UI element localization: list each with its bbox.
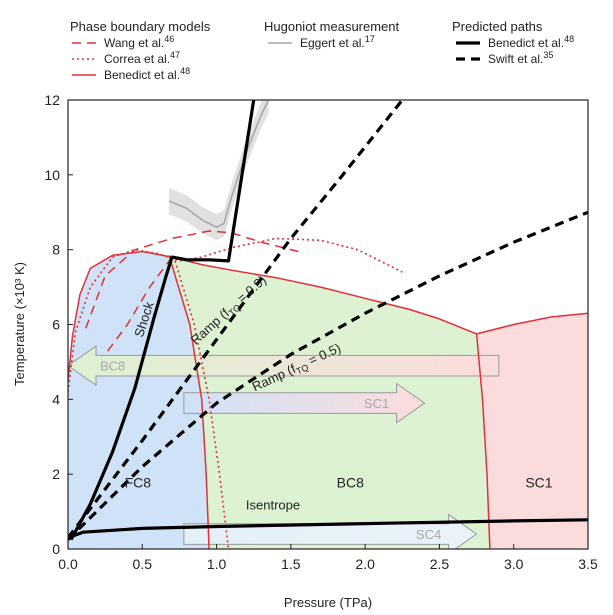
y-tick-label-3: 6: [52, 317, 60, 333]
boundary-benedict-bc8-sc1: [475, 333, 491, 549]
legend-title-phase-boundaries: Phase boundary models: [70, 19, 211, 34]
boundary-wang-fc8-bc8: [104, 256, 173, 355]
x-tick-label-3: 1.5: [281, 556, 301, 572]
legend-label-hugoniot-0: Eggert et al.17: [300, 34, 375, 50]
x-tick-label-6: 3.0: [504, 556, 524, 572]
legend-ref-phase-2: 48: [180, 66, 190, 76]
legend-ref-paths-1: 35: [543, 50, 553, 60]
legend-ref-hugoniot-0: 17: [365, 34, 375, 44]
boundary-benedict-melt: [68, 250, 588, 381]
x-tick-label-1: 0.5: [133, 556, 153, 572]
x-tick-label-0: 0.0: [58, 556, 78, 572]
x-tick-label-5: 2.5: [430, 556, 450, 572]
y-tick-label-2: 4: [52, 391, 60, 407]
arrow-bc8: [68, 345, 500, 387]
legend-label-paths-0: Benedict et al.48: [488, 34, 574, 50]
boundary-benedict-fc8-bc8: [168, 255, 210, 549]
hugoniot-band: [169, 100, 269, 241]
legend-ref-paths-0: 48: [564, 34, 574, 44]
x-axis-title: Pressure (TPa): [284, 595, 372, 610]
phase-arrows: BC8 SC1 SC4: [68, 345, 500, 549]
hugoniot-layer: [168, 100, 270, 241]
legend-ref-phase-1: 47: [170, 50, 180, 60]
arrow-sc1: [183, 382, 426, 424]
y-axis-title: Temperature (×10³ K): [12, 262, 27, 386]
y-tick-label-4: 8: [52, 242, 60, 258]
y-tick-label-5: 10: [44, 167, 60, 183]
legend-label-phase-1: Correa et al.47: [104, 50, 180, 66]
phase-boundaries: [68, 230, 588, 549]
path-shock: [69, 100, 256, 541]
region-label-fc8: FC8: [125, 474, 152, 490]
boundary-wang-melt: [85, 230, 299, 329]
y-tick-label-6: 12: [44, 92, 60, 108]
legend-title-hugoniot: Hugoniot measurement: [264, 19, 400, 34]
path-label-sub-3: TQ: [295, 362, 311, 376]
path-label-1: Isentrope: [246, 498, 300, 513]
region-label-bc8: BC8: [337, 474, 364, 490]
arrow-label-sc1: SC1: [364, 396, 389, 411]
y-tick-label-1: 2: [52, 466, 60, 482]
axes: 0.0 0.5 1.0 1.5 2.0 2.5 3.0 3.5 0 2 4 6 8 10 12: [44, 92, 598, 572]
legend-title-predicted-paths: Predicted paths: [452, 19, 543, 34]
arrow-label-sc4: SC4: [416, 527, 441, 542]
x-tick-label-2: 1.0: [207, 556, 227, 572]
x-tick-label-7: 3.5: [578, 556, 598, 572]
predicted-paths: [68, 100, 588, 541]
arrow-label-bc8: BC8: [100, 359, 125, 374]
legend-label-phase-0: Wang et al.46: [104, 34, 174, 50]
x-tick-label-4: 2.0: [355, 556, 375, 572]
region-label-sc1: SC1: [525, 474, 552, 490]
path-ramp-0-9: [68, 100, 404, 539]
legend-label-paths-1: Swift et al.35: [488, 50, 553, 66]
legend-label-phase-2: Benedict et al.48: [104, 66, 190, 82]
region-sc1: [476, 313, 588, 549]
legend-ref-phase-0: 46: [164, 34, 174, 44]
hugoniot-line: [168, 100, 270, 229]
path-ramp-0-5: [68, 210, 588, 541]
legend: Phase boundary models Hugoniot measureme…: [70, 19, 574, 82]
path-isentrope: [68, 518, 588, 540]
y-tick-label-0: 0: [52, 541, 60, 557]
